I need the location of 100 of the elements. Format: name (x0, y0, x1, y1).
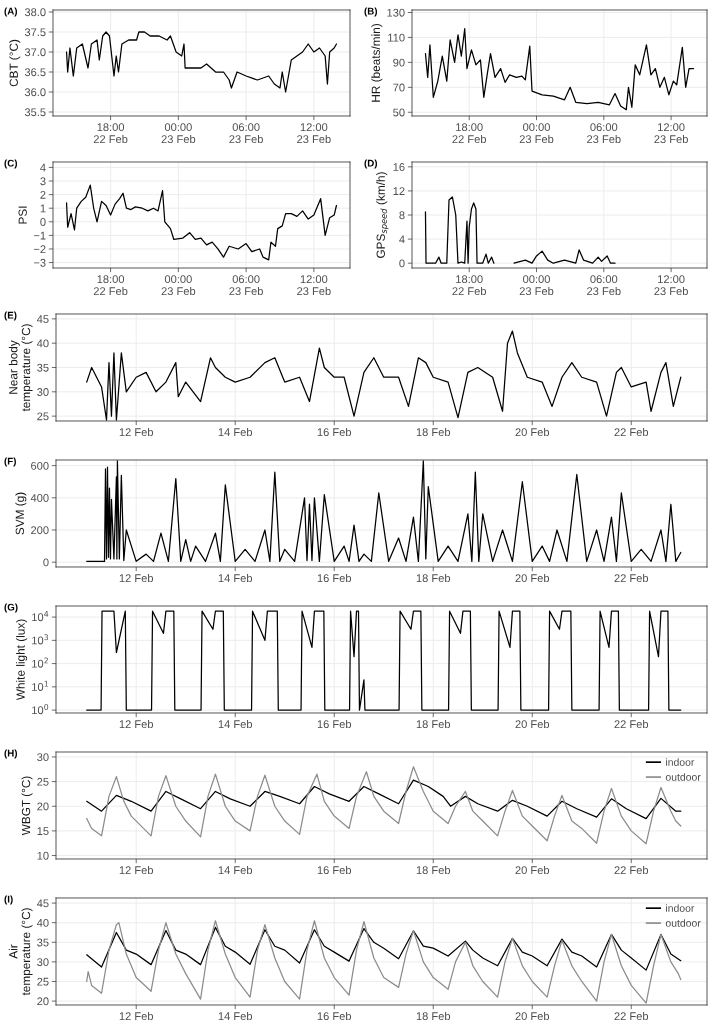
y-tick-label: 70 (393, 83, 405, 92)
x-tick-label: 18 Feb (416, 1011, 451, 1021)
x-tick-label: 12 Feb (119, 573, 154, 583)
y-tick-label: 10$^{0}$ (32, 704, 49, 715)
x-tick-label: 06:00 23 Feb (587, 275, 621, 296)
y-tick-label: 110 (388, 33, 405, 42)
y-tick-label: 35 (37, 938, 49, 947)
legend-label: outdoor (665, 919, 701, 927)
y-tick-label: 10$^{2}$ (32, 657, 48, 668)
x-tick-label: 00:00 23 Feb (161, 123, 196, 144)
x-tick-label: 16 Feb (317, 1011, 352, 1021)
y-tick-label: 8 (399, 211, 405, 220)
y-tick-label: 400 (30, 494, 49, 502)
y-tick-label: 36.5 (24, 68, 46, 77)
chart-title: (D) (364, 159, 378, 169)
x-tick-label: 20 Feb (515, 719, 550, 729)
y-tick-label: 600 (31, 461, 49, 470)
x-tick-label: 18:00 22 Feb (452, 123, 487, 144)
x-tick-label: 06:00 23 Feb (587, 123, 621, 144)
x-tick-label: 12:00 23 Feb (654, 275, 688, 296)
legend-label: outdoor (665, 773, 701, 781)
y-axis-title: PSI (18, 206, 27, 224)
x-tick-label: 18 Feb (416, 865, 451, 875)
x-tick-label: 06:00 23 Feb (229, 123, 263, 144)
x-tick-label: 14 Feb (218, 1011, 253, 1021)
y-tick-label: 12 (393, 187, 405, 195)
y-tick-label: 16 (393, 163, 405, 171)
y-tick-label: 45 (36, 315, 49, 323)
x-tick-label: 00:00 23 Feb (161, 275, 196, 296)
x-tick-label: 06:00 23 Feb (229, 275, 263, 296)
x-tick-label: 22 Feb (614, 865, 649, 875)
y-axis-title: HR (beats/min) (371, 24, 383, 102)
y-tick-label: 40 (36, 918, 49, 927)
y-tick-label: 4 (399, 235, 405, 244)
x-tick-label: 16 Feb (317, 427, 352, 437)
chart-title: (A) (4, 7, 18, 17)
y-tick-label: 20 (37, 802, 49, 811)
legend-label: indoor (666, 904, 695, 912)
x-tick-label: 12:00 23 Feb (297, 123, 331, 144)
x-tick-label: 16 Feb (317, 719, 352, 729)
y-tick-label: 45 (36, 899, 49, 908)
y-tick-label: 35 (37, 363, 49, 372)
chart-title: (H) (4, 749, 18, 759)
y-tick-label: 37.0 (24, 48, 46, 57)
x-tick-label: 16 Feb (317, 865, 352, 875)
x-tick-label: 14 Feb (218, 573, 253, 583)
x-tick-label: 16 Feb (317, 573, 352, 583)
y-tick-label: 36.0 (24, 88, 46, 97)
chart-title: (B) (364, 7, 378, 17)
y-tick-label: 25 (37, 977, 49, 986)
y-axis-title: GPS$_{speed}$ (km/h) (376, 172, 389, 258)
y-tick-label: 3 (40, 177, 46, 186)
y-tick-label: 130 (387, 8, 405, 17)
y-tick-label: 200 (31, 526, 49, 535)
y-tick-label: 10$^{1}$ (32, 680, 48, 691)
y-axis-title: WBGT (°C) (21, 776, 33, 836)
y-tick-label: −1 (33, 231, 46, 240)
x-tick-label: 14 Feb (218, 427, 253, 437)
y-tick-label: −3 (33, 258, 46, 267)
y-tick-label: 40 (36, 339, 49, 348)
x-tick-label: 18 Feb (416, 427, 451, 437)
x-tick-label: 14 Feb (218, 719, 253, 729)
x-tick-label: 12 Feb (119, 719, 154, 729)
chart-title: (G) (4, 603, 18, 613)
chart-title: (F) (4, 457, 16, 467)
y-tick-label: 2 (40, 190, 46, 199)
x-tick-label: 00:00 23 Feb (519, 275, 554, 296)
x-tick-label: 12:00 23 Feb (297, 275, 331, 296)
y-tick-label: 1 (40, 204, 46, 213)
x-tick-label: 18 Feb (416, 719, 451, 729)
y-tick-label: 30 (37, 958, 49, 967)
y-tick-label: 30 (37, 753, 49, 762)
chart-title: (I) (4, 895, 13, 905)
x-tick-label: 20 Feb (515, 1011, 550, 1021)
y-tick-label: 38.0 (24, 8, 46, 17)
legend-label: indoor (666, 758, 695, 766)
x-tick-label: 00:00 23 Feb (519, 123, 554, 144)
y-tick-label: 25 (37, 777, 49, 786)
y-tick-label: 30 (37, 388, 49, 396)
y-tick-label: 10$^{3}$ (32, 634, 49, 645)
x-tick-label: 22 Feb (614, 1011, 649, 1021)
y-axis-title: Near body temperature (°C) (8, 324, 33, 412)
y-tick-label: 0 (40, 218, 46, 226)
y-tick-label: 0 (399, 259, 405, 268)
y-tick-label: 50 (393, 108, 405, 117)
chart-title: (C) (4, 159, 18, 169)
x-tick-label: 12 Feb (119, 427, 154, 437)
y-axis-title: Air temperature (°C) (8, 908, 33, 996)
x-tick-label: 18:00 22 Feb (93, 275, 128, 296)
y-axis-title: White light (lux) (16, 619, 28, 701)
y-tick-label: 37.5 (24, 28, 46, 37)
x-tick-label: 12 Feb (119, 865, 154, 875)
x-tick-label: 12:00 23 Feb (654, 123, 688, 144)
y-tick-label: 4 (40, 163, 46, 172)
x-tick-label: 20 Feb (515, 427, 550, 437)
x-tick-label: 20 Feb (515, 865, 550, 875)
x-tick-label: 22 Feb (614, 719, 649, 729)
chart-title: (E) (4, 311, 17, 321)
x-tick-label: 22 Feb (614, 573, 649, 583)
y-tick-label: 25 (37, 412, 49, 421)
